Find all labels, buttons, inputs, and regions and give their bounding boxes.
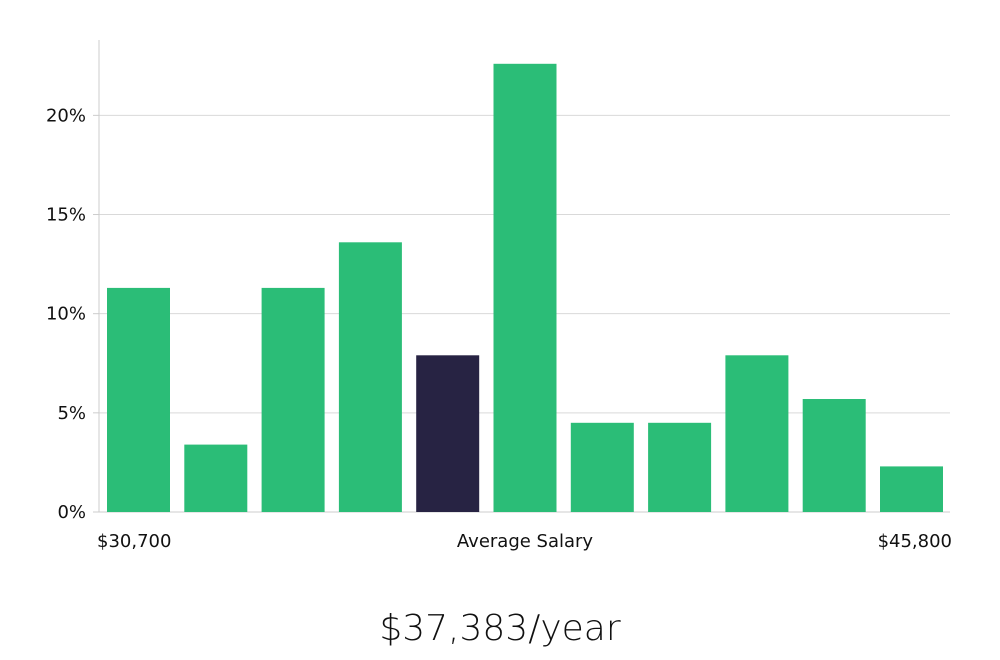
bar <box>802 399 866 512</box>
y-tick-label: 15% <box>46 205 86 226</box>
average-salary-value: $37,383/year <box>379 608 621 649</box>
bar <box>725 355 789 512</box>
bar <box>107 287 170 512</box>
bar <box>648 422 712 512</box>
y-tick-label: 5% <box>57 403 86 424</box>
bar <box>338 242 402 513</box>
y-tick-label: 10% <box>46 304 86 325</box>
bar <box>261 287 325 512</box>
salary-histogram-chart: 0% 5% 10% 15% 20% $30,700 Average Salary $45… <box>46 40 952 552</box>
y-axis-ticks: 0% 5% 10% 15% 20% <box>46 105 99 523</box>
bar <box>493 63 557 513</box>
y-tick-label: 0% <box>57 502 86 523</box>
x-label-center: Average Salary <box>457 531 594 552</box>
y-tick-label: 20% <box>46 105 86 126</box>
bar <box>184 444 248 512</box>
bars <box>107 63 943 513</box>
highlighted-bar <box>416 355 480 512</box>
x-label-max: $45,800 <box>878 531 952 552</box>
x-label-min: $30,700 <box>97 531 171 552</box>
bar <box>570 422 634 512</box>
bar <box>880 466 943 512</box>
